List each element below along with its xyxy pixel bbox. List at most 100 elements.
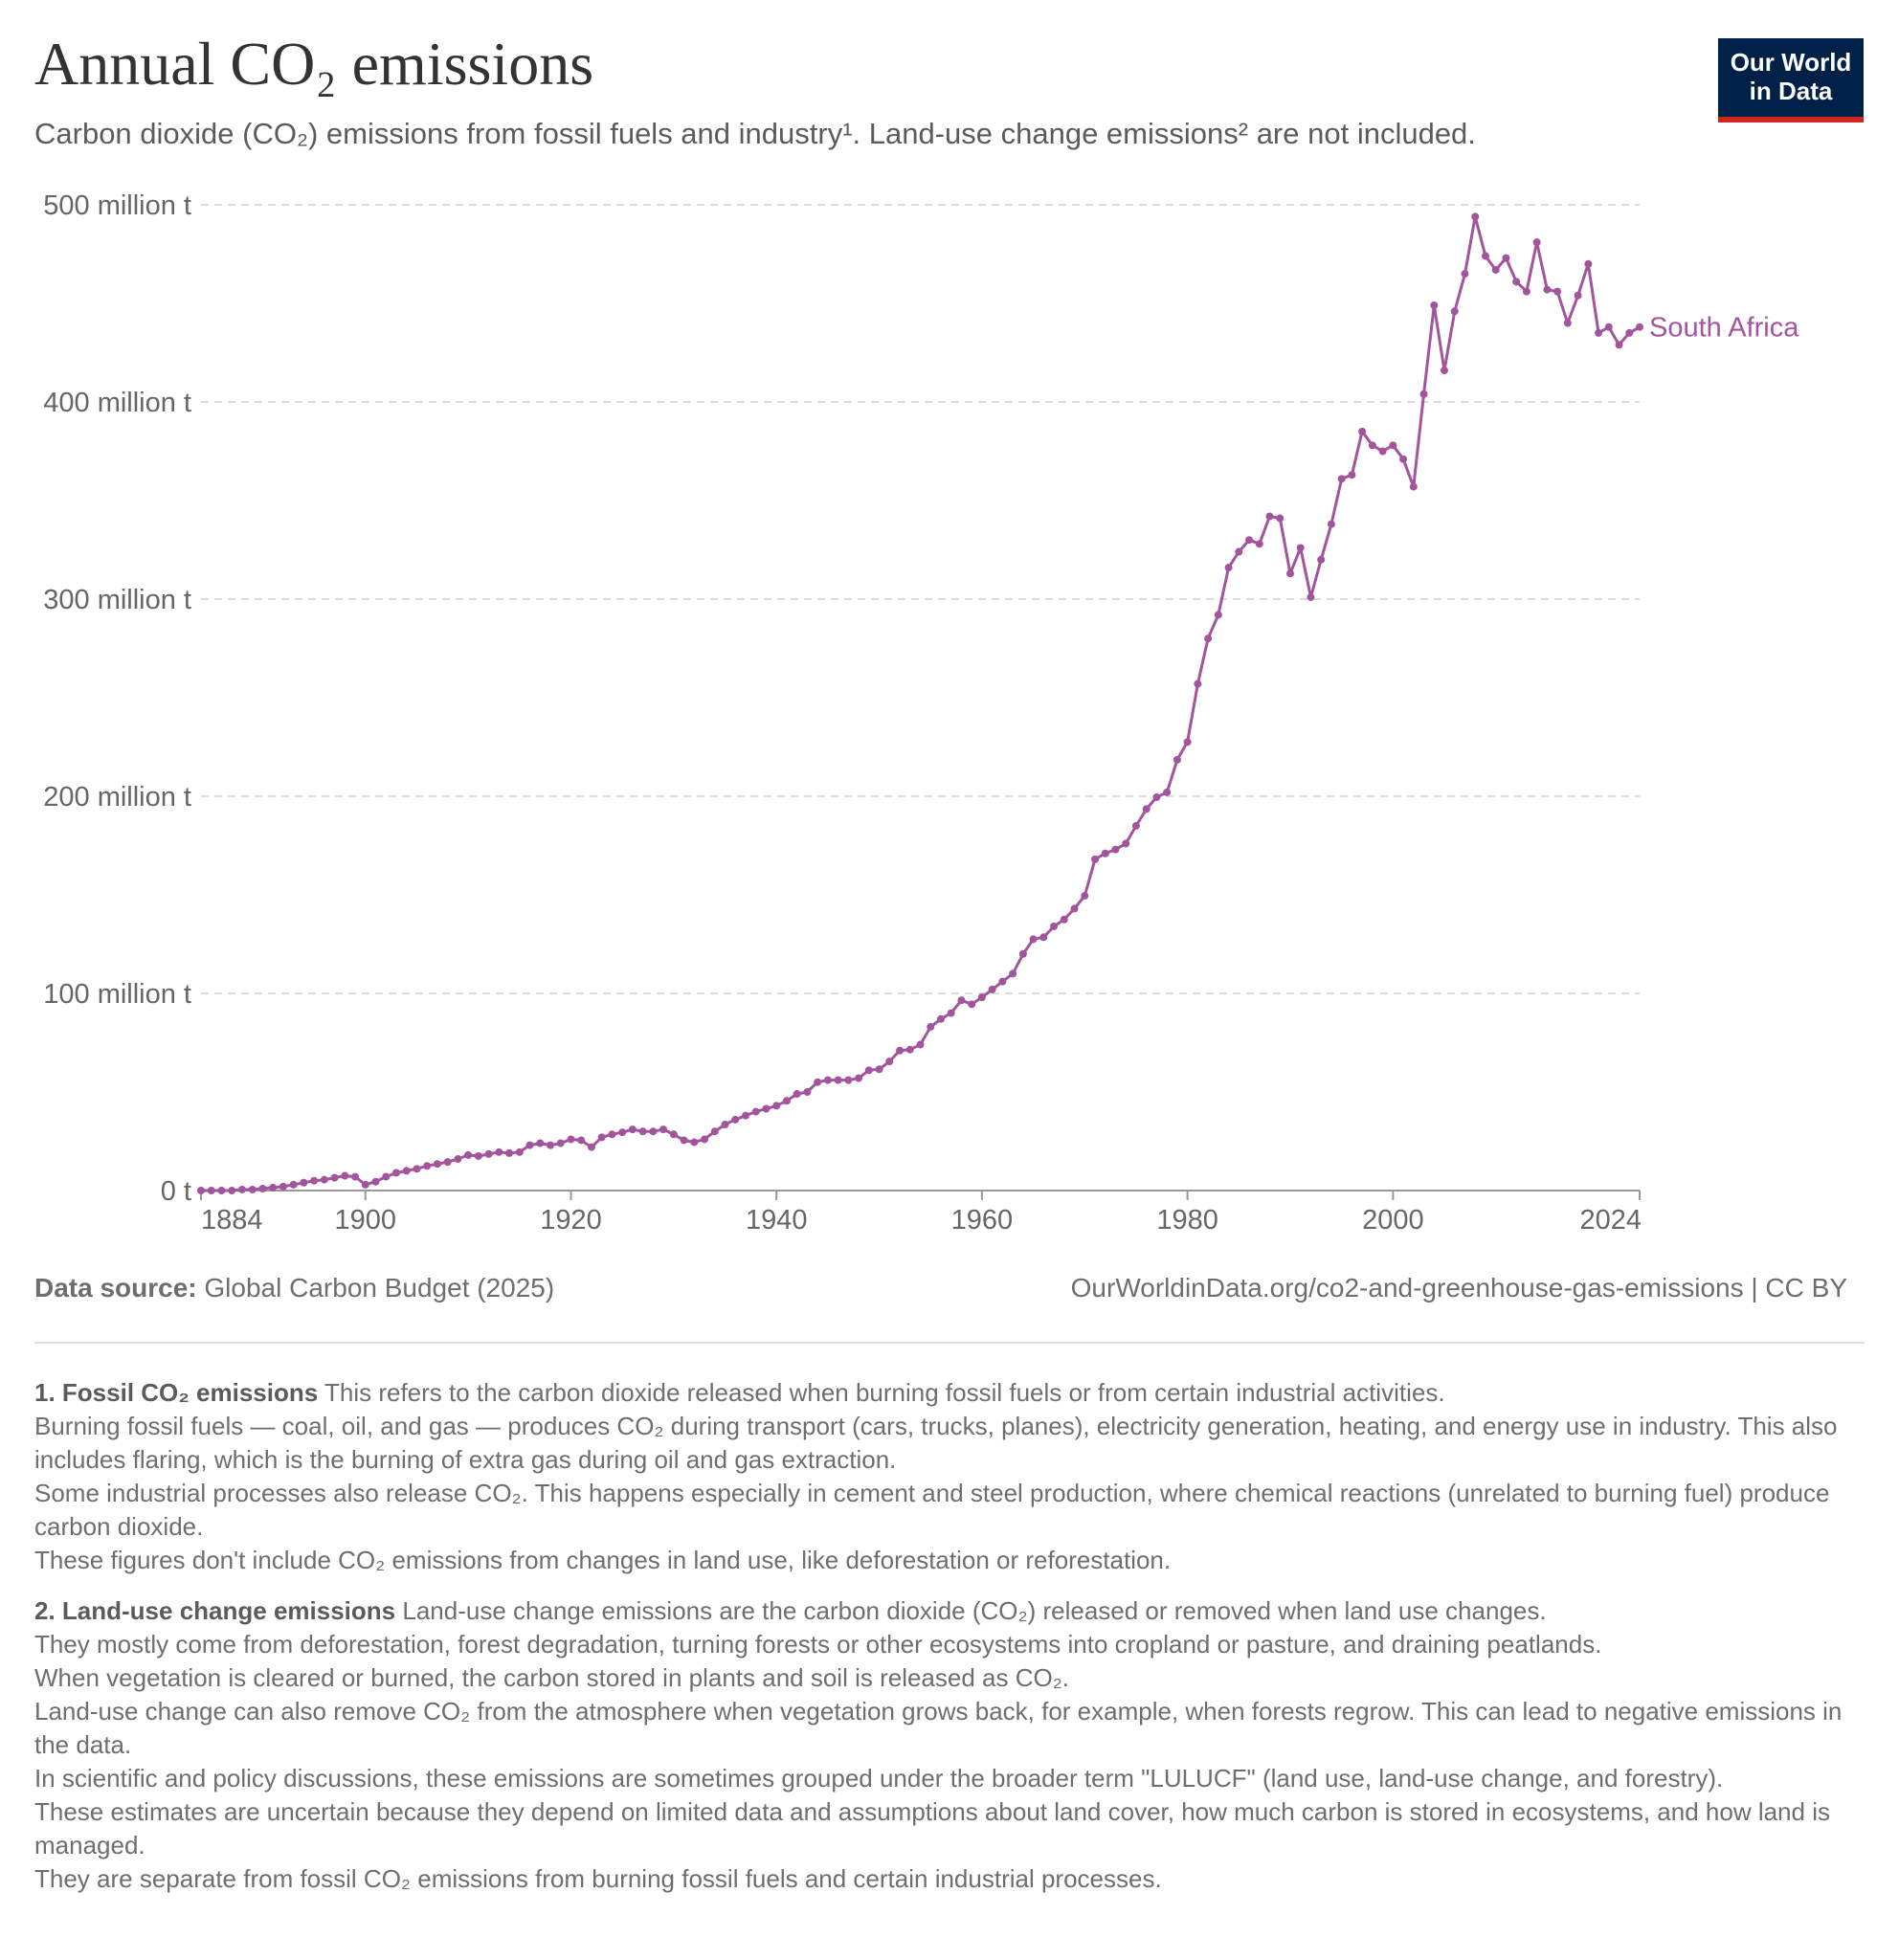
data-point[interactable] bbox=[382, 1172, 391, 1181]
data-point[interactable] bbox=[721, 1120, 729, 1128]
data-point[interactable] bbox=[834, 1076, 842, 1084]
data-point[interactable] bbox=[1018, 949, 1027, 958]
data-point[interactable] bbox=[515, 1147, 524, 1156]
data-point[interactable] bbox=[1091, 855, 1100, 863]
data-point[interactable] bbox=[556, 1139, 565, 1147]
data-point[interactable] bbox=[885, 1058, 894, 1066]
data-point[interactable] bbox=[547, 1141, 555, 1149]
data-point[interactable] bbox=[423, 1162, 432, 1170]
data-point[interactable] bbox=[1111, 845, 1120, 854]
data-point[interactable] bbox=[814, 1078, 822, 1086]
data-point[interactable] bbox=[505, 1148, 514, 1157]
data-point[interactable] bbox=[1450, 307, 1459, 316]
data-point[interactable] bbox=[217, 1187, 226, 1194]
data-point[interactable] bbox=[1543, 285, 1552, 294]
data-point[interactable] bbox=[916, 1040, 925, 1049]
data-point[interactable] bbox=[1471, 212, 1480, 221]
data-point[interactable] bbox=[1337, 475, 1346, 483]
data-point[interactable] bbox=[197, 1187, 205, 1194]
data-point[interactable] bbox=[844, 1076, 853, 1084]
data-point[interactable] bbox=[1101, 849, 1109, 858]
data-point[interactable] bbox=[1481, 252, 1489, 260]
data-point[interactable] bbox=[1461, 270, 1469, 278]
data-point[interactable] bbox=[751, 1107, 760, 1116]
data-point[interactable] bbox=[1050, 922, 1059, 930]
data-point[interactable] bbox=[608, 1130, 616, 1139]
data-point[interactable] bbox=[1615, 341, 1623, 349]
data-point[interactable] bbox=[988, 985, 996, 993]
data-point[interactable] bbox=[1163, 788, 1172, 796]
data-point[interactable] bbox=[690, 1138, 699, 1147]
data-point[interactable] bbox=[1522, 287, 1530, 296]
data-point[interactable] bbox=[1419, 390, 1428, 398]
data-point[interactable] bbox=[474, 1151, 482, 1160]
data-point[interactable] bbox=[1173, 755, 1181, 764]
data-point[interactable] bbox=[1378, 447, 1387, 456]
data-point[interactable] bbox=[968, 1000, 976, 1009]
data-point[interactable] bbox=[402, 1167, 411, 1175]
data-point[interactable] bbox=[279, 1182, 287, 1191]
data-point[interactable] bbox=[300, 1178, 308, 1187]
data-point[interactable] bbox=[454, 1155, 462, 1164]
data-point[interactable] bbox=[803, 1088, 812, 1096]
data-point[interactable] bbox=[1235, 547, 1243, 556]
data-point[interactable] bbox=[1183, 738, 1192, 746]
data-point[interactable] bbox=[320, 1175, 328, 1184]
data-point[interactable] bbox=[680, 1136, 688, 1145]
data-point[interactable] bbox=[1317, 555, 1326, 564]
data-point[interactable] bbox=[1553, 287, 1562, 296]
data-point[interactable] bbox=[701, 1135, 709, 1144]
data-point[interactable] bbox=[1081, 892, 1089, 901]
data-point[interactable] bbox=[1574, 291, 1582, 300]
data-point[interactable] bbox=[1214, 611, 1222, 619]
data-point[interactable] bbox=[1255, 540, 1263, 548]
data-point[interactable] bbox=[947, 1009, 955, 1017]
data-point[interactable] bbox=[495, 1147, 503, 1156]
data-point[interactable] bbox=[330, 1173, 339, 1182]
data-point[interactable] bbox=[1441, 367, 1449, 375]
data-point[interactable] bbox=[649, 1127, 658, 1136]
data-point[interactable] bbox=[413, 1165, 421, 1173]
data-point[interactable] bbox=[855, 1074, 863, 1082]
data-point[interactable] bbox=[793, 1090, 801, 1099]
data-point[interactable] bbox=[1039, 933, 1048, 942]
data-point[interactable] bbox=[1296, 544, 1305, 552]
data-point[interactable] bbox=[936, 1014, 945, 1023]
owid-logo[interactable]: Our World in Data bbox=[1718, 38, 1864, 122]
data-point[interactable] bbox=[731, 1115, 740, 1124]
data-point[interactable] bbox=[1491, 265, 1500, 274]
data-point[interactable] bbox=[638, 1127, 647, 1136]
data-point[interactable] bbox=[1142, 805, 1151, 813]
data-point[interactable] bbox=[1358, 427, 1367, 435]
data-point[interactable] bbox=[269, 1183, 278, 1192]
data-point[interactable] bbox=[1070, 904, 1079, 913]
data-point[interactable] bbox=[484, 1149, 493, 1158]
data-point[interactable] bbox=[1625, 328, 1634, 337]
data-point[interactable] bbox=[597, 1133, 606, 1142]
line-chart[interactable]: 0 t 100 million t 200 million t 300 million… bbox=[0, 163, 1899, 1235]
data-point[interactable] bbox=[228, 1187, 236, 1194]
data-point[interactable] bbox=[1636, 323, 1643, 331]
data-point[interactable] bbox=[258, 1184, 267, 1192]
data-point[interactable] bbox=[741, 1111, 749, 1120]
data-point[interactable] bbox=[1029, 935, 1038, 944]
data-point[interactable] bbox=[1563, 319, 1572, 327]
data-point[interactable] bbox=[1276, 514, 1285, 523]
data-point[interactable] bbox=[1512, 278, 1521, 286]
data-point[interactable] bbox=[1122, 839, 1130, 848]
data-point[interactable] bbox=[618, 1128, 627, 1137]
data-point[interactable] bbox=[577, 1136, 586, 1145]
data-point[interactable] bbox=[782, 1097, 791, 1105]
data-point[interactable] bbox=[1245, 536, 1254, 545]
data-point[interactable] bbox=[443, 1158, 452, 1167]
data-point[interactable] bbox=[659, 1125, 668, 1134]
data-point[interactable] bbox=[1009, 969, 1017, 978]
data-point[interactable] bbox=[1224, 564, 1233, 572]
data-point[interactable] bbox=[525, 1141, 534, 1149]
data-point[interactable] bbox=[905, 1045, 914, 1054]
source-url-link[interactable]: OurWorldinData.org/co2-and-greenhouse-ga… bbox=[1070, 1273, 1847, 1303]
data-point[interactable] bbox=[957, 996, 966, 1005]
data-point[interactable] bbox=[1584, 259, 1593, 268]
data-point[interactable] bbox=[351, 1172, 360, 1181]
data-point[interactable] bbox=[1204, 635, 1213, 643]
